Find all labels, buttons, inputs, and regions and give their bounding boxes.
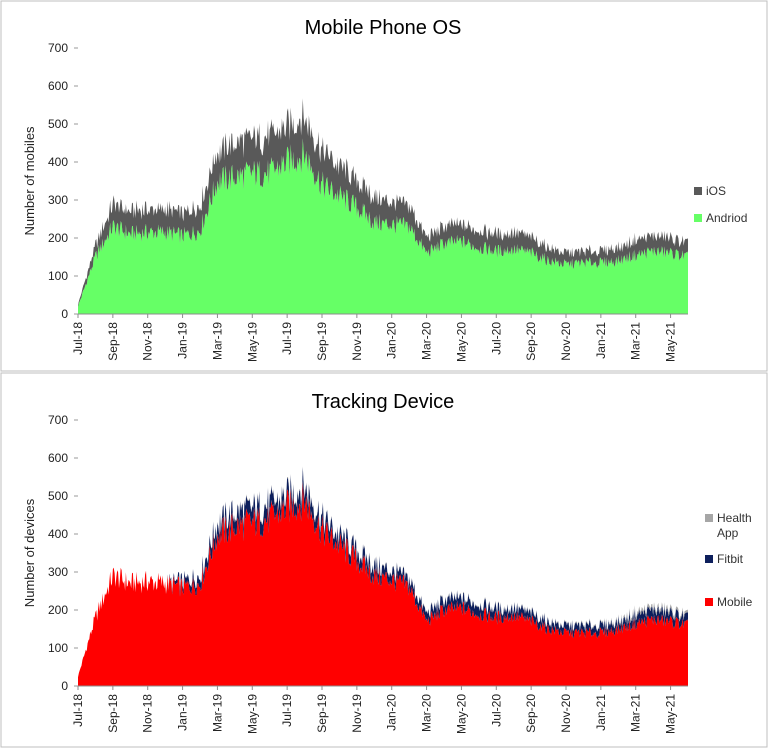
legend-label-fitbit: Fitbit [717, 552, 744, 566]
x-tick-label: Sep-18 [106, 322, 120, 361]
y-tick-label: 100 [48, 269, 68, 283]
y-tick-label: 400 [48, 527, 68, 541]
x-tick-label: Nov-19 [350, 694, 364, 733]
x-tick-label: Jan-21 [594, 694, 608, 731]
chart-panel-frame [0, 372, 768, 748]
x-tick-label: Nov-19 [350, 322, 364, 361]
x-tick-label: Mar-21 [629, 322, 643, 360]
y-tick-label: 500 [48, 489, 68, 503]
x-tick-label: Jul-20 [489, 694, 503, 727]
x-tick-label: Jan-19 [176, 322, 190, 359]
y-tick-label: 600 [48, 451, 68, 465]
x-tick-label: Sep-20 [524, 322, 538, 361]
chart-title: Mobile Phone OS [305, 17, 462, 39]
y-tick-label: 300 [48, 193, 68, 207]
y-tick-label: 200 [48, 603, 68, 617]
y-tick-label: 500 [48, 117, 68, 131]
legend-swatch-ios [694, 187, 702, 195]
y-tick-label: 700 [48, 41, 68, 55]
series-area-ios [78, 98, 688, 307]
y-tick-label: 600 [48, 79, 68, 93]
x-tick-label: Jan-20 [385, 694, 399, 731]
x-tick-label: May-20 [454, 694, 468, 734]
y-tick-label: 0 [61, 679, 68, 693]
legend-label-health-app: Health App [717, 511, 752, 540]
y-tick-label: 700 [48, 413, 68, 427]
x-tick-label: May-19 [245, 322, 259, 362]
series-area-mobile [78, 481, 688, 686]
x-tick-label: May-19 [245, 694, 259, 734]
x-tick-label: May-21 [664, 322, 678, 362]
y-axis-label: Number of mobiles [22, 126, 37, 236]
x-tick-label: Jul-19 [280, 322, 294, 355]
chart-panel-frame [0, 0, 768, 372]
x-tick-label: Mar-21 [629, 694, 643, 732]
series-area-andriod [78, 138, 688, 314]
x-tick-label: Nov-18 [141, 322, 155, 361]
y-tick-label: 200 [48, 231, 68, 245]
x-tick-label: Sep-19 [315, 694, 329, 733]
x-tick-label: Jul-20 [489, 322, 503, 355]
x-tick-label: May-20 [454, 322, 468, 362]
chart-title: Tracking Device [312, 391, 455, 413]
y-axis-label: Number of devices [22, 498, 37, 607]
x-tick-label: Mar-19 [210, 694, 224, 732]
y-tick-label: 100 [48, 641, 68, 655]
x-tick-label: Mar-19 [210, 322, 224, 360]
x-tick-label: Sep-20 [524, 694, 538, 733]
x-tick-label: Nov-18 [141, 694, 155, 733]
x-tick-label: Jul-18 [71, 694, 85, 727]
legend-label-andriod: Andriod [706, 211, 747, 225]
x-tick-label: Sep-18 [106, 694, 120, 733]
x-tick-label: Nov-20 [559, 322, 573, 361]
legend-label-ios: iOS [706, 184, 726, 198]
chart-mobile-os: Mobile Phone OS 0 100 200 300 400 500 600 700 Num… [0, 0, 768, 372]
x-tick-label: May-21 [664, 694, 678, 734]
x-tick-label: Nov-20 [559, 694, 573, 733]
y-tick-label: 0 [61, 307, 68, 321]
legend-swatch-mobile [705, 598, 713, 606]
x-tick-label: Jan-19 [176, 694, 190, 731]
x-tick-label: Jul-19 [280, 694, 294, 727]
legend-swatch-andriod [694, 214, 702, 222]
x-tick-label: Jul-18 [71, 322, 85, 355]
x-tick-label: Mar-20 [420, 322, 434, 360]
y-tick-label: 400 [48, 155, 68, 169]
legend-swatch-health-app [705, 514, 713, 522]
x-tick-label: Jan-20 [385, 322, 399, 359]
legend-swatch-fitbit [705, 555, 713, 563]
chart-tracking-device: Tracking Device 0 100 200 300 400 500 600 700 Num… [0, 372, 768, 748]
x-tick-label: Sep-19 [315, 322, 329, 361]
x-tick-label: Mar-20 [420, 694, 434, 732]
x-tick-label: Jan-21 [594, 322, 608, 359]
y-tick-label: 300 [48, 565, 68, 579]
legend-label-mobile: Mobile [717, 595, 753, 609]
series-area-fitbit [78, 467, 688, 678]
